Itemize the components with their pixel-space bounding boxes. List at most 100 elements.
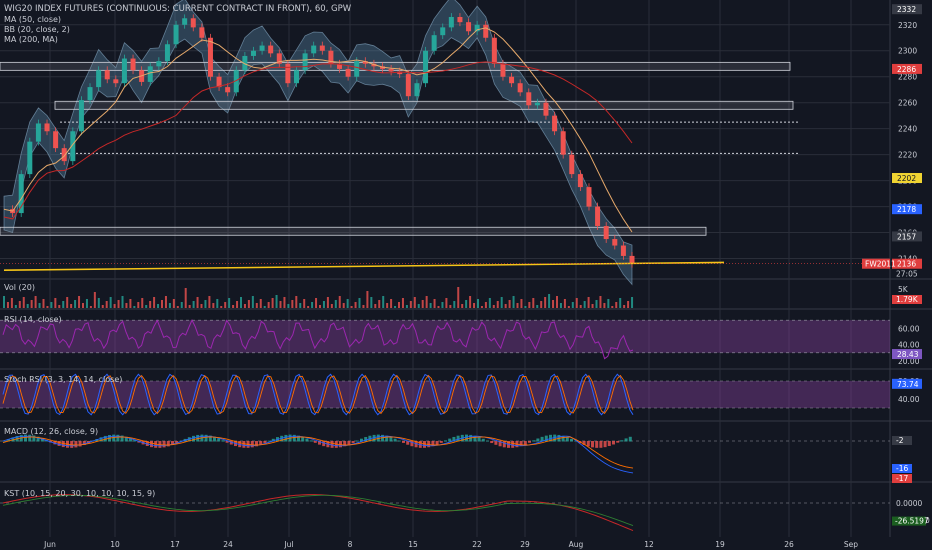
legend-ma50: MA (50, close) <box>4 15 62 24</box>
volume-bar <box>445 298 448 308</box>
macd-histogram-bar <box>360 438 363 442</box>
volume-bar <box>240 297 242 308</box>
macd-histogram-bar <box>322 441 326 447</box>
volume-bar <box>500 297 503 308</box>
volume-bar <box>461 304 464 308</box>
candle-body <box>319 45 325 51</box>
volume-bar <box>287 304 290 308</box>
macd-histogram-bar <box>78 441 82 447</box>
macd-histogram-bar <box>162 441 166 448</box>
price-label-badge <box>892 63 922 74</box>
volume-bar <box>50 302 53 308</box>
volume-bar <box>627 301 630 308</box>
candle-body <box>500 63 506 77</box>
volume-bar <box>623 305 626 308</box>
macd-histogram-bar <box>397 440 401 442</box>
rsi-tick: 60.00 <box>898 324 920 333</box>
volume-bar <box>157 304 160 308</box>
volume-bar <box>342 303 345 308</box>
candle-body <box>250 50 256 56</box>
macd-histogram-bar <box>540 436 544 442</box>
candle-body <box>302 53 308 71</box>
volume-bar <box>603 303 606 308</box>
volume-bar <box>567 306 570 308</box>
y-tick-label: 2320 <box>898 21 917 30</box>
volume-bar <box>22 297 25 308</box>
price-label: 2286 <box>897 65 916 74</box>
stoch-last-label: 73.74 <box>897 380 919 389</box>
volume-bar <box>176 306 179 308</box>
stoch-k-band <box>0 381 890 408</box>
candle-body <box>293 70 299 84</box>
macd-histogram-bar <box>271 438 275 442</box>
macd-histogram-bar <box>284 434 288 442</box>
price-label-badge <box>892 258 922 269</box>
volume-bar <box>172 299 175 308</box>
rsi-tick: 40.00 <box>898 341 920 350</box>
macd-histogram-bar <box>431 441 435 447</box>
macd-histogram-bar <box>481 438 485 442</box>
countdown-label: 27:05 <box>896 270 918 279</box>
x-tick-label: Jul <box>283 540 293 549</box>
volume-bar <box>66 297 69 308</box>
volume-bar <box>3 296 5 308</box>
volume-bar <box>101 305 104 308</box>
volume-bar <box>520 299 523 308</box>
volume-bar <box>540 301 543 308</box>
volume-bar <box>362 305 365 308</box>
candle-body <box>199 27 205 38</box>
y-tick-label: 2300 <box>898 47 917 56</box>
volume-bar <box>441 302 444 308</box>
macd-histogram-bar <box>267 440 271 442</box>
macd-histogram-bar <box>574 440 578 442</box>
volume-bar <box>409 301 412 308</box>
x-tick-label: 15 <box>408 540 418 549</box>
vol-tick: 5K <box>898 285 909 294</box>
volume-bar <box>338 296 341 308</box>
stoch-d-line <box>2 374 634 415</box>
rsi-band <box>0 320 890 353</box>
candle-body <box>362 61 368 64</box>
candle-body <box>380 66 386 69</box>
macd-histogram-bar <box>385 435 389 442</box>
volume-bar <box>168 303 171 308</box>
candle-body <box>27 141 33 175</box>
volume-bar <box>220 306 223 308</box>
macd-histogram-bar <box>351 441 355 443</box>
candle-body <box>53 131 59 149</box>
volume-bar <box>449 305 452 308</box>
candle-body <box>552 115 558 132</box>
volume-bar <box>508 300 511 308</box>
stoch-pane <box>0 373 890 416</box>
candle-body <box>603 226 609 240</box>
volume-bar <box>255 303 258 308</box>
candle-body <box>242 55 248 71</box>
candle-body <box>474 24 480 32</box>
price-label-badge <box>892 4 922 15</box>
candle-body <box>595 206 601 227</box>
macd-histogram-bar <box>544 435 548 442</box>
y-tick-label: 2280 <box>898 73 917 82</box>
candle-body <box>104 70 110 80</box>
candle-body <box>337 63 343 69</box>
macd-histogram-bar <box>263 441 267 444</box>
volume-bar <box>425 296 428 308</box>
candle-body <box>18 174 24 214</box>
volume-bar <box>279 301 282 308</box>
volume-bar <box>145 305 148 308</box>
macd-histogram-bar <box>221 440 225 442</box>
macd-histogram-bar <box>250 441 254 448</box>
support-resistance-zone <box>0 226 707 236</box>
x-tick-label: 22 <box>472 540 482 549</box>
volume-bar <box>89 306 92 308</box>
macd-histogram-bar <box>255 441 258 447</box>
candle-body <box>113 79 119 84</box>
volume-bar <box>548 294 551 308</box>
price-label: 2157 <box>897 232 916 241</box>
volume-bar <box>192 301 195 308</box>
macd-histogram-bar <box>259 441 263 445</box>
macd-histogram-bar <box>372 434 376 442</box>
volume-bar <box>516 303 519 308</box>
volume-bar <box>631 297 634 308</box>
